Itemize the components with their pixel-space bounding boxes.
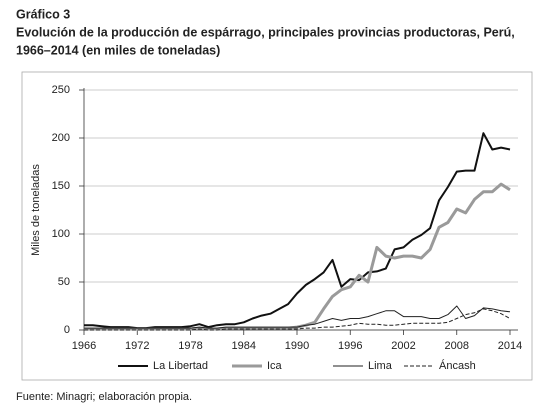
x-tick-label: 1978 <box>178 340 202 352</box>
y-tick-label: 150 <box>52 180 70 192</box>
x-tick-label: 2014 <box>498 340 522 352</box>
legend-label: Ica <box>267 360 283 372</box>
x-tick-label: 2008 <box>445 340 469 352</box>
chart-title: 1966–2014 (en miles de toneladas) <box>16 43 220 57</box>
series-line <box>84 308 511 331</box>
x-tick-label: 1984 <box>232 340 256 352</box>
y-tick-label: 50 <box>58 276 70 288</box>
y-tick-label: 100 <box>52 228 70 240</box>
series-line <box>84 182 511 331</box>
chart-frame <box>21 71 533 381</box>
x-tick-label: 2002 <box>391 340 415 352</box>
x-tick-label: 1990 <box>285 340 309 352</box>
y-tick-label: 200 <box>52 132 70 144</box>
x-tick-label: 1966 <box>72 340 96 352</box>
legend-label: Áncash <box>439 359 476 372</box>
y-tick-label: 250 <box>52 84 70 96</box>
chart-heading: Gráfico 3 <box>16 7 70 21</box>
series-line <box>84 132 511 330</box>
y-tick-label: 0 <box>64 324 70 336</box>
legend-label: Lima <box>368 360 393 372</box>
source-note: Fuente: Minagri; elaboración propia. <box>16 391 192 403</box>
legend-label: La Libertad <box>153 360 208 372</box>
x-tick-label: 1996 <box>338 340 362 352</box>
chart-title: Evolución de la producción de espárrago,… <box>16 25 515 39</box>
series-line <box>84 305 511 329</box>
x-tick-label: 1972 <box>125 340 149 352</box>
y-axis-label: Miles de toneladas <box>30 164 42 256</box>
